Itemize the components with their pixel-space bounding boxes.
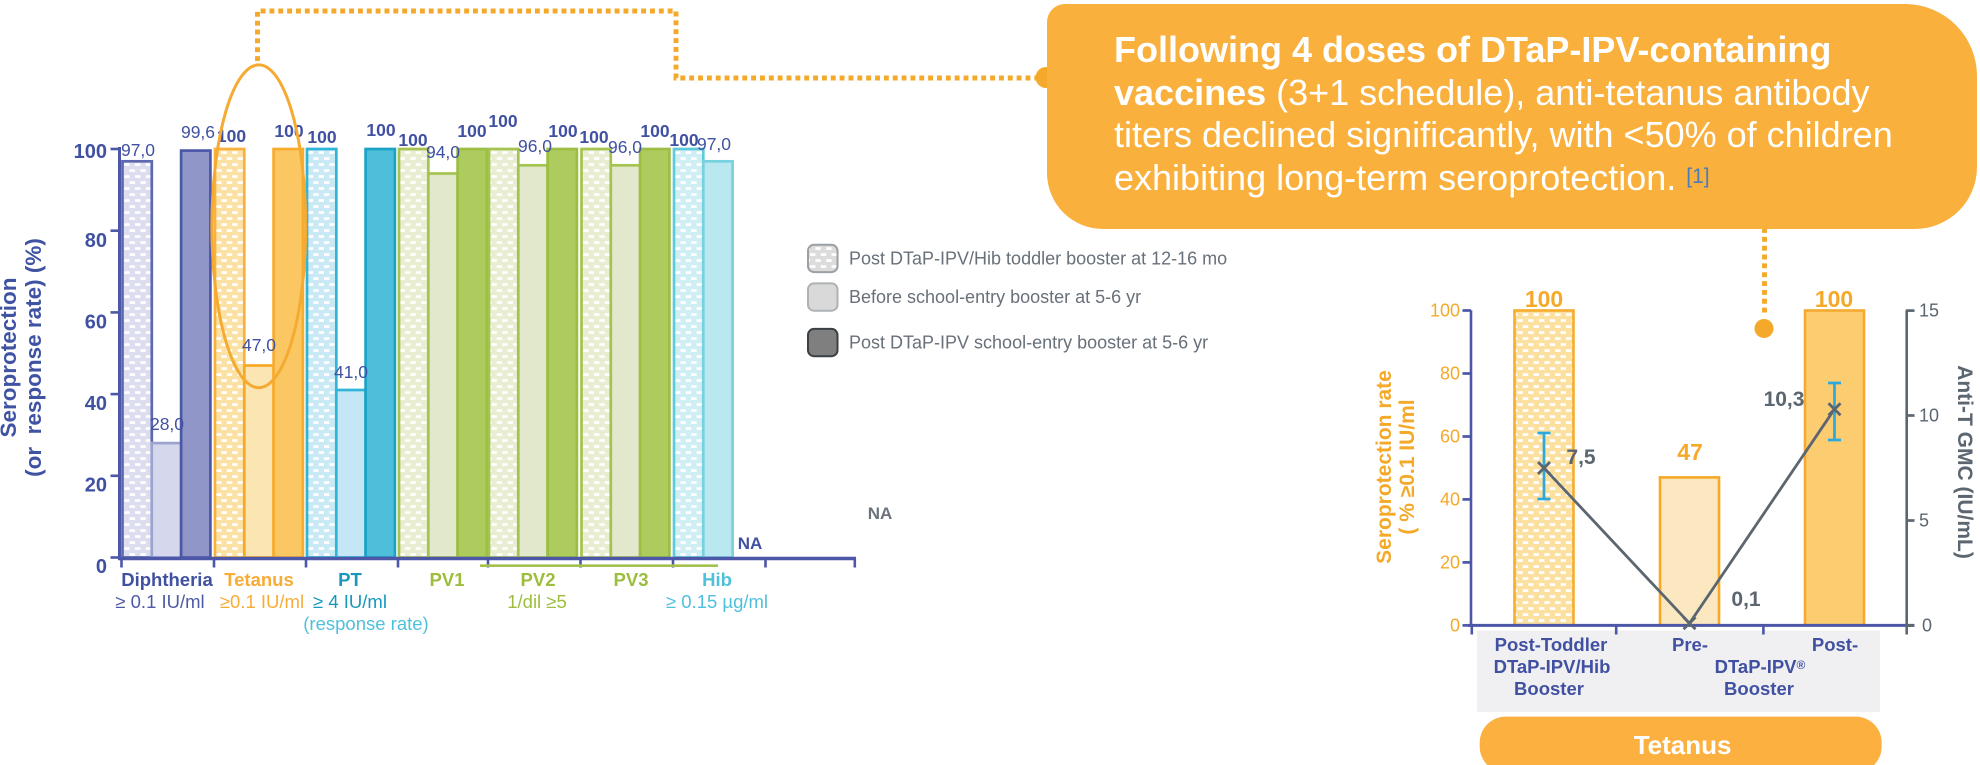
svg-text:100: 100 [669,130,698,150]
svg-text:0: 0 [1922,615,1932,635]
svg-text:0: 0 [96,556,107,578]
svg-text:100: 100 [640,121,669,141]
svg-text:40: 40 [85,393,107,415]
svg-text:94,0: 94,0 [426,142,460,162]
svg-text:Seroprotection: Seroprotection [0,277,21,437]
svg-text:100: 100 [1815,286,1853,312]
svg-text:100: 100 [1430,301,1460,321]
svg-text:41,0: 41,0 [334,362,368,382]
svg-text:20: 20 [1440,552,1460,572]
svg-text:7,5: 7,5 [1566,446,1596,469]
svg-text:(or response rate) (%): (or response rate) (%) [21,238,46,477]
svg-text:Post DTaP-IPV/Hib toddler boos: Post DTaP-IPV/Hib toddler booster at 12-… [849,248,1227,268]
svg-text:0: 0 [1450,615,1460,635]
svg-text:PV1: PV1 [430,569,465,590]
svg-text:Seroprotection rate: Seroprotection rate [1373,370,1396,564]
svg-text:Post-Toddler: Post-Toddler [1495,634,1608,655]
svg-text:40: 40 [1440,489,1460,509]
svg-text:10,3: 10,3 [1764,388,1805,411]
svg-text:( % ≥0.1 IU/ml: ( % ≥0.1 IU/ml [1396,399,1419,534]
svg-text:80: 80 [1440,364,1460,384]
svg-text:80: 80 [85,230,107,252]
svg-text:PV3: PV3 [614,569,649,590]
svg-text:Tetanus: Tetanus [224,569,294,590]
svg-text:99,6: 99,6 [181,122,215,142]
svg-text:100: 100 [307,127,336,147]
svg-text:97,0: 97,0 [697,134,731,154]
svg-text:PV2: PV2 [521,569,556,590]
svg-text:96,0: 96,0 [518,136,552,156]
svg-text:100: 100 [398,130,427,150]
svg-text:Diphtheria: Diphtheria [121,569,213,590]
svg-text:1/dil ≥5: 1/dil ≥5 [507,591,567,612]
svg-text:28,0: 28,0 [150,414,184,434]
svg-text:PT: PT [338,569,362,590]
svg-text:100: 100 [548,121,577,141]
svg-text:100: 100 [488,111,517,131]
svg-text:Post-: Post- [1812,634,1858,655]
svg-text:DTaP-IPV/Hib: DTaP-IPV/Hib [1494,656,1611,677]
svg-text:Post DTaP-IPV school-entry boo: Post DTaP-IPV school-entry booster at 5-… [849,332,1208,352]
svg-text:60: 60 [85,312,107,334]
svg-text:100: 100 [457,121,486,141]
svg-text:(response rate): (response rate) [303,613,428,634]
svg-text:100: 100 [366,120,395,140]
svg-text:0,1: 0,1 [1731,588,1761,611]
svg-text:20: 20 [85,475,107,497]
svg-text:Pre-: Pre- [1672,634,1708,655]
svg-text:100: 100 [217,126,246,146]
svg-text:NA: NA [738,534,763,553]
svg-text:Before school-entry booster at: Before school-entry booster at 5-6 yr [849,287,1141,307]
svg-text:Booster: Booster [1514,678,1584,699]
svg-text:47: 47 [1677,439,1703,465]
svg-text:DTaP-IPV®: DTaP-IPV® [1715,656,1806,677]
svg-text:≥ 0.1 IU/ml: ≥ 0.1 IU/ml [115,591,204,612]
svg-text:≥ 0.15 µg/ml: ≥ 0.15 µg/ml [666,591,768,612]
svg-text:Anti-T GMC (IU/mL): Anti-T GMC (IU/mL) [1953,365,1976,559]
svg-text:100: 100 [1525,286,1563,312]
svg-text:≥ 4 IU/ml: ≥ 4 IU/ml [313,591,387,612]
svg-text:Tetanus: Tetanus [1634,730,1732,760]
svg-text:Booster: Booster [1724,678,1794,699]
svg-text:15: 15 [1919,301,1939,321]
svg-text:96,0: 96,0 [608,137,642,157]
svg-text:97,0: 97,0 [121,140,155,160]
svg-text:100: 100 [579,127,608,147]
svg-text:Hib: Hib [702,569,732,590]
svg-text:47,0: 47,0 [242,335,276,355]
svg-text:NA: NA [868,504,893,523]
svg-text:60: 60 [1440,427,1460,447]
svg-text:100: 100 [74,141,107,163]
svg-text:10: 10 [1919,406,1939,426]
svg-text:≥0.1 IU/ml: ≥0.1 IU/ml [220,591,304,612]
svg-text:5: 5 [1919,511,1929,531]
